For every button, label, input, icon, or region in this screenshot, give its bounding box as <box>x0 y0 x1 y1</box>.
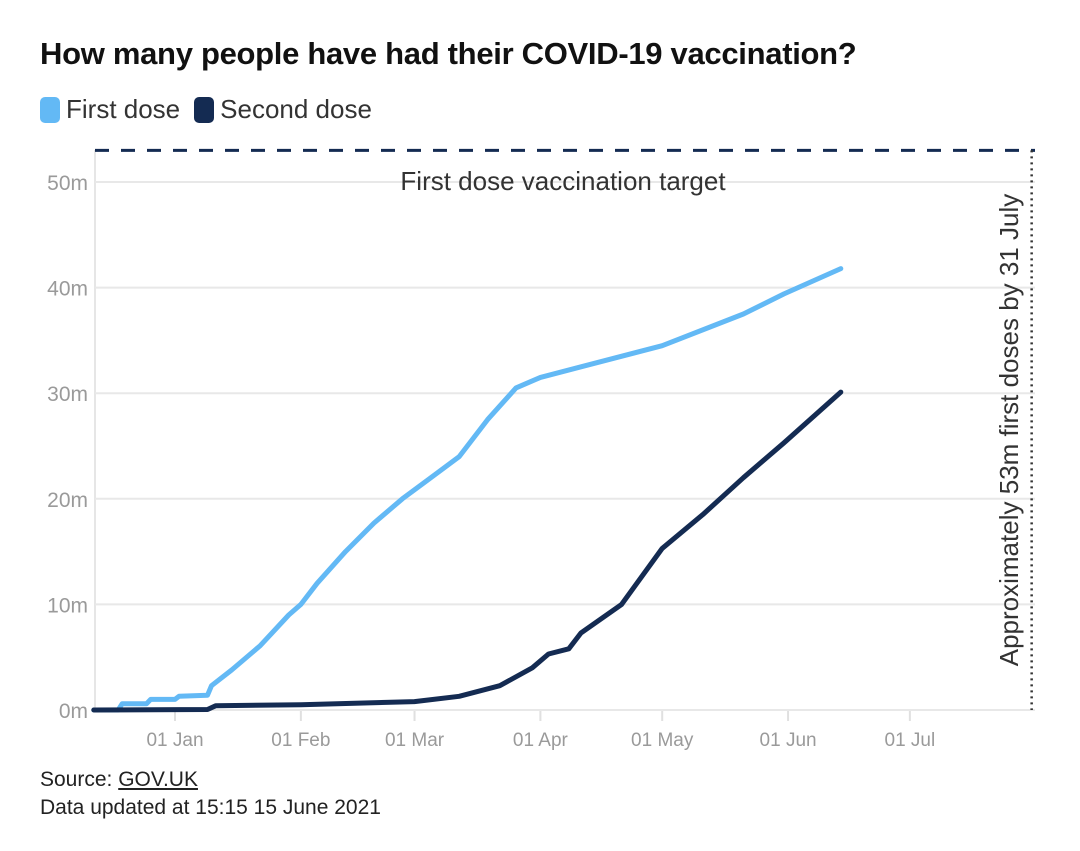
y-tick-label: 20m <box>47 489 88 512</box>
x-tick-label: 01 Mar <box>385 730 445 751</box>
y-tick-label: 40m <box>47 278 88 301</box>
first-dose-swatch <box>40 96 60 123</box>
legend-item-second-dose: Second dose <box>194 94 372 125</box>
updated-text: Data updated at 15:15 15 June 2021 <box>40 796 381 819</box>
legend-label: First dose <box>66 94 181 124</box>
footer: Source: GOV.UK Data updated at 15:15 15 … <box>40 766 381 822</box>
legend-item-first-dose: First dose <box>40 94 180 125</box>
legend: First dose Second dose <box>40 94 386 125</box>
y-tick-label: 0m <box>59 700 88 723</box>
y-tick-label: 10m <box>47 594 88 617</box>
x-tick-label: 01 May <box>631 730 694 751</box>
july-target-label: Approximately 53m first doses by 31 July <box>994 194 1024 667</box>
second-dose-line <box>91 389 844 713</box>
second-dose-swatch <box>194 96 215 123</box>
source-link[interactable]: GOV.UK <box>118 768 198 791</box>
y-tick-label: 30m <box>47 383 88 406</box>
x-tick-label: 01 Feb <box>271 730 330 751</box>
x-tick-label: 01 Apr <box>513 730 569 751</box>
x-tick-label: 01 Jun <box>760 730 817 751</box>
target-label: First dose vaccination target <box>400 166 726 196</box>
legend-label: Second dose <box>220 94 372 124</box>
chart-title: How many people have had their COVID-19 … <box>40 36 857 71</box>
first-dose-line <box>91 266 844 713</box>
x-tick-label: 01 Jul <box>885 730 936 751</box>
x-tick-label: 01 Jan <box>146 730 203 751</box>
y-tick-label: 50m <box>47 172 88 195</box>
source-prefix: Source: <box>40 768 119 791</box>
